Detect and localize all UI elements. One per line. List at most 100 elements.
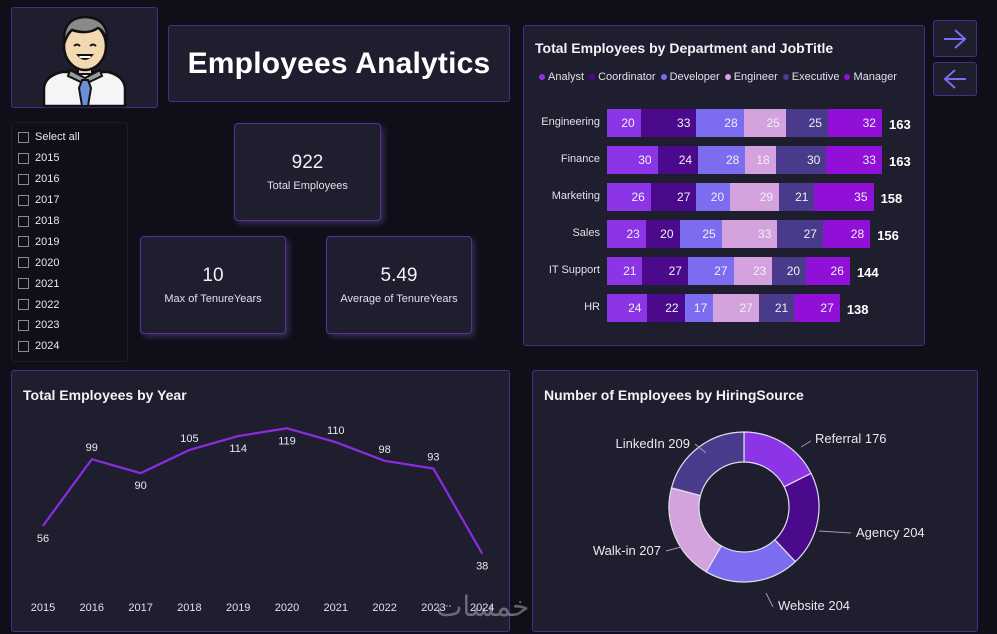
checkbox[interactable] bbox=[18, 173, 29, 185]
bar-segment-executive[interactable]: 21 bbox=[758, 294, 795, 322]
checkbox[interactable] bbox=[18, 215, 29, 227]
legend-item-engineer[interactable]: Engineer bbox=[724, 71, 778, 83]
bar-segment-executive[interactable]: 30 bbox=[775, 146, 827, 174]
slicer-item-2023[interactable]: 2023 bbox=[12, 315, 127, 336]
leader-line bbox=[800, 440, 812, 448]
checkbox[interactable] bbox=[18, 131, 29, 143]
bar-segment-analyst[interactable]: 30 bbox=[607, 146, 658, 174]
checkbox[interactable] bbox=[18, 236, 29, 248]
checkbox[interactable] bbox=[18, 257, 29, 269]
bar-row-engineering: Engineering 20 33 28 25 25 32 163 bbox=[524, 109, 924, 137]
bar-segment-engineer[interactable]: 25 bbox=[743, 109, 786, 137]
stacked-bar: 30 24 28 18 30 33 bbox=[607, 146, 882, 174]
bar-segment-coordinator[interactable]: 27 bbox=[650, 183, 697, 211]
legend-item-developer[interactable]: Developer bbox=[660, 71, 720, 83]
bar-segment-developer[interactable]: 20 bbox=[696, 183, 731, 211]
bar-segment-analyst[interactable]: 24 bbox=[607, 294, 648, 322]
bar-segment-coordinator[interactable]: 24 bbox=[657, 146, 699, 174]
slice-label: Agency 204 bbox=[856, 525, 925, 540]
slicer-item-2022[interactable]: 2022 bbox=[12, 294, 127, 315]
slicer-item-2021[interactable]: 2021 bbox=[12, 273, 127, 294]
bar-total-label: 144 bbox=[856, 265, 879, 280]
bar-segment-developer[interactable]: 27 bbox=[687, 257, 734, 285]
bar-segment-coordinator[interactable]: 22 bbox=[647, 294, 685, 322]
slice-label: Website 204 bbox=[778, 598, 850, 613]
bar-segment-executive[interactable]: 20 bbox=[772, 257, 807, 285]
bar-segment-developer[interactable]: 17 bbox=[684, 294, 714, 322]
leader-line bbox=[818, 530, 852, 534]
data-label: 98 bbox=[378, 444, 390, 456]
legend-dot-icon bbox=[539, 74, 545, 80]
bar-segment-developer[interactable]: 28 bbox=[698, 146, 746, 174]
legend-dot-icon bbox=[724, 74, 731, 80]
bar-segment-executive[interactable]: 25 bbox=[785, 109, 828, 137]
bar-segment-developer[interactable]: 25 bbox=[679, 220, 722, 248]
bar-segment-developer[interactable]: 28 bbox=[696, 109, 744, 137]
bar-segment-analyst[interactable]: 20 bbox=[607, 109, 641, 137]
slicer-item-2019[interactable]: 2019 bbox=[12, 231, 127, 252]
bar-segment-analyst[interactable]: 26 bbox=[607, 183, 651, 211]
bar-segment-engineer[interactable]: 29 bbox=[730, 183, 780, 211]
next-page-button[interactable] bbox=[933, 20, 977, 57]
bar-total-label: 158 bbox=[880, 191, 903, 206]
bar-row-it-support: IT Support 21 27 27 23 20 26 144 bbox=[524, 257, 924, 285]
businessman-avatar-icon bbox=[42, 15, 127, 108]
data-label: 56 bbox=[37, 533, 49, 545]
slicer-item-2018[interactable]: 2018 bbox=[12, 211, 127, 232]
bar-segment-analyst[interactable]: 21 bbox=[607, 257, 643, 285]
x-tick-label: 2015 bbox=[31, 602, 55, 614]
dashboard-title: Employees Analytics bbox=[187, 46, 491, 80]
bar-segment-manager[interactable]: 26 bbox=[806, 257, 850, 285]
line-series[interactable] bbox=[42, 427, 484, 555]
legend-item-executive[interactable]: Executive bbox=[782, 71, 839, 83]
category-label: Marketing bbox=[551, 190, 600, 202]
previous-page-button[interactable] bbox=[933, 62, 977, 96]
bar-segment-engineer[interactable]: 33 bbox=[721, 220, 778, 248]
arrow-right-icon bbox=[944, 28, 967, 49]
bar-segment-coordinator[interactable]: 33 bbox=[640, 109, 697, 137]
legend-dot-icon bbox=[589, 74, 596, 80]
legend-item-analyst[interactable]: Analyst bbox=[539, 71, 584, 83]
avatar-card bbox=[11, 7, 158, 108]
legend-dot-icon bbox=[844, 74, 851, 80]
bar-segment-manager[interactable]: 28 bbox=[822, 220, 871, 248]
checkbox[interactable] bbox=[18, 194, 29, 206]
bar-segment-coordinator[interactable]: 27 bbox=[642, 257, 688, 285]
bar-segment-coordinator[interactable]: 20 bbox=[645, 220, 680, 248]
bar-segment-manager[interactable]: 35 bbox=[814, 183, 874, 211]
donut-slice-walk-in[interactable] bbox=[668, 487, 723, 573]
slicer-item-2017[interactable]: 2017 bbox=[12, 190, 127, 211]
category-label: Sales bbox=[572, 227, 600, 239]
bar-segment-manager[interactable]: 27 bbox=[794, 294, 840, 322]
bar-segment-executive[interactable]: 27 bbox=[777, 220, 823, 248]
legend-dot-icon bbox=[660, 74, 667, 80]
slicer-item-2016[interactable]: 2016 bbox=[12, 169, 127, 190]
checkbox[interactable] bbox=[18, 340, 29, 352]
legend-item-manager[interactable]: Manager bbox=[844, 71, 897, 83]
slicer-item-2015[interactable]: 2015 bbox=[12, 148, 127, 169]
bar-segment-engineer[interactable]: 23 bbox=[733, 257, 773, 285]
bar-total-label: 156 bbox=[877, 228, 899, 243]
slicer-item-2020[interactable]: 2020 bbox=[12, 252, 127, 273]
slicer-select-all[interactable]: Select all bbox=[12, 127, 127, 148]
legend-label: Developer bbox=[669, 71, 720, 83]
checkbox[interactable] bbox=[18, 319, 29, 331]
slicer-item-2024[interactable]: 2024 bbox=[12, 336, 127, 357]
bar-segment-engineer[interactable]: 18 bbox=[745, 146, 776, 174]
donut-slice-linkedin[interactable] bbox=[670, 431, 745, 497]
checkbox[interactable] bbox=[18, 299, 29, 311]
checkbox[interactable] bbox=[18, 152, 29, 164]
bar-segment-engineer[interactable]: 27 bbox=[713, 294, 759, 322]
checkbox[interactable] bbox=[18, 278, 29, 290]
bar-segment-manager[interactable]: 33 bbox=[826, 146, 882, 174]
bar-segment-manager[interactable]: 32 bbox=[827, 109, 882, 137]
slice-label: LinkedIn 209 bbox=[616, 436, 690, 451]
leader-line bbox=[665, 546, 682, 552]
data-label: 114 bbox=[229, 443, 247, 455]
stacked-bar: 21 27 27 23 20 26 bbox=[607, 257, 850, 285]
bar-segment-executive[interactable]: 21 bbox=[779, 183, 815, 211]
bar-segment-analyst[interactable]: 23 bbox=[607, 220, 646, 248]
slicer-item-label: 2017 bbox=[35, 194, 60, 207]
legend-item-coordinator[interactable]: Coordinator bbox=[589, 71, 656, 83]
slicer-item-label: 2024 bbox=[35, 340, 60, 353]
